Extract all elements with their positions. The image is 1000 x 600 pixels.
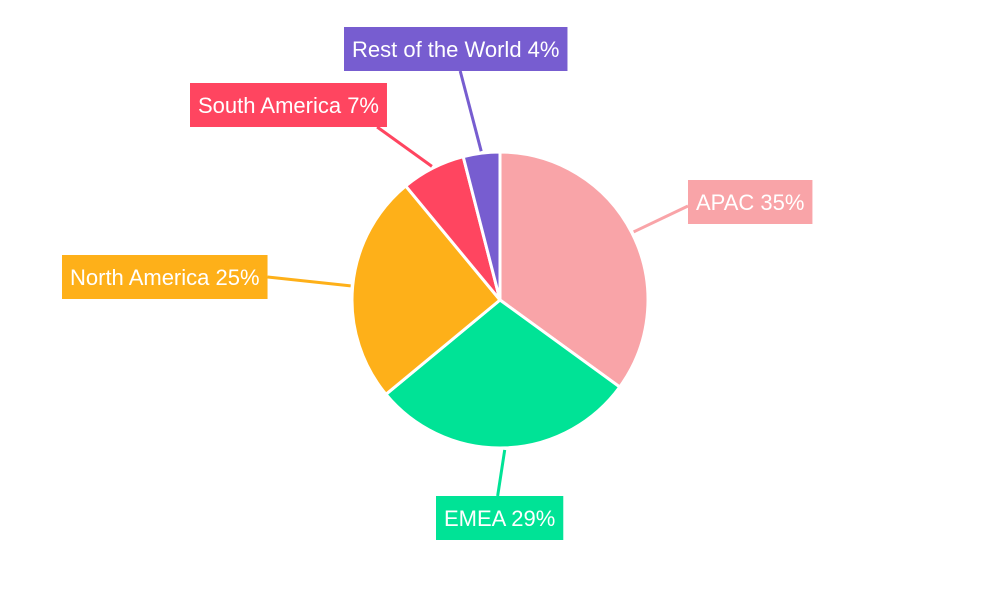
labels-layer: APAC 35% EMEA 29% North America 25% South A… <box>62 27 813 540</box>
leader-line-apac <box>633 204 689 234</box>
leader-line-north-america <box>267 275 351 288</box>
pie-slice-emea[interactable] <box>384 298 622 450</box>
leader-line-emea <box>496 449 507 497</box>
slice-label-apac: APAC 35% <box>696 190 804 215</box>
leader-line-south-america <box>376 125 433 168</box>
slice-label-north-america: North America 25% <box>70 265 260 290</box>
pie-slice-north-america[interactable] <box>350 184 502 396</box>
pie-slice-rest-of-the-world[interactable] <box>461 150 502 302</box>
label-box-apac <box>688 180 813 224</box>
leaders-layer <box>267 70 689 497</box>
label-box-emea <box>436 496 564 540</box>
label-box-south-america <box>190 83 387 127</box>
slices-layer <box>350 150 650 450</box>
label-box-north-america <box>62 255 268 299</box>
slice-label-south-america: South America 7% <box>198 93 379 118</box>
label-box-rest-of-the-world <box>344 27 568 71</box>
slice-label-rest-of-the-world: Rest of the World 4% <box>352 37 559 62</box>
slice-label-emea: EMEA 29% <box>444 506 555 531</box>
pie-slice-apac[interactable] <box>498 150 650 389</box>
leader-line-rest-of-the-world <box>458 70 483 152</box>
